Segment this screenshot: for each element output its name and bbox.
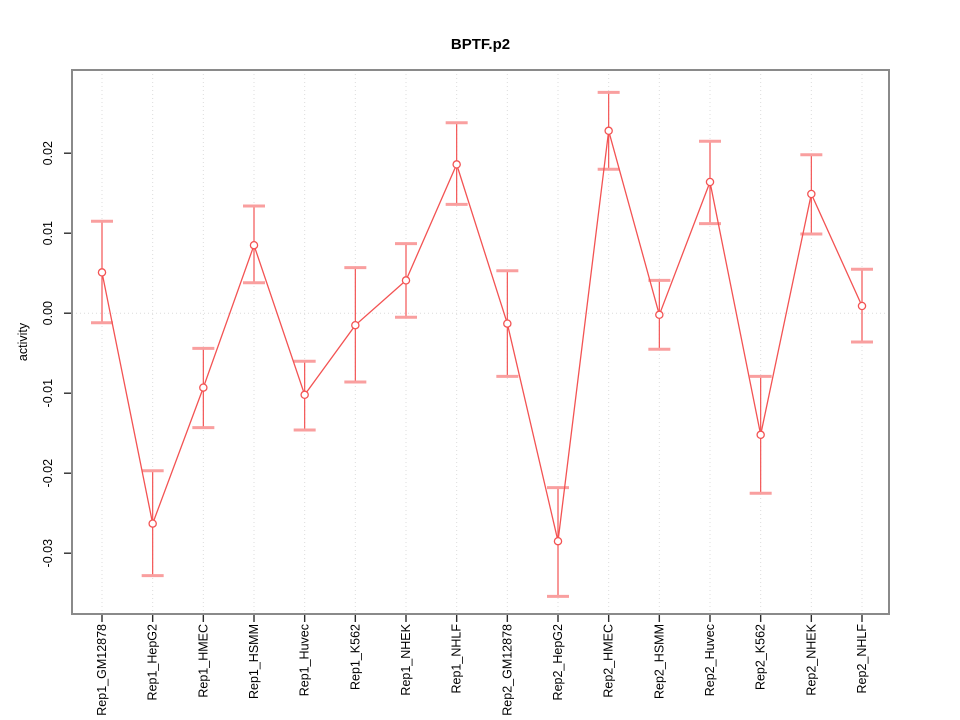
plot-frame xyxy=(71,69,890,615)
x-category-label: Rep1_HMEC xyxy=(196,624,210,698)
y-tick-label: -0.01 xyxy=(41,379,55,408)
data-point-marker xyxy=(705,177,715,187)
data-point-marker xyxy=(351,320,360,330)
x-category-label: Rep2_Huvec xyxy=(703,624,717,696)
x-tick-labels: Rep1_GM12878 Rep1_HepG2 Rep1_HMEC Rep1_HSMM… xyxy=(95,623,869,715)
chart-title: BPTF.p2 xyxy=(451,36,510,53)
data-point-marker xyxy=(249,240,259,250)
y-tick-label: 0.02 xyxy=(41,141,55,165)
y-tick-label: -0.03 xyxy=(41,539,55,568)
x-category-label: Rep2_NHEK xyxy=(804,623,818,695)
data-point-marker xyxy=(857,301,867,311)
x-category-label: Rep1_NHLF xyxy=(450,624,464,694)
data-point-marker xyxy=(655,310,664,320)
data-point-marker xyxy=(553,536,563,546)
data-point-marker xyxy=(452,160,461,169)
y-tick-label: 0.01 xyxy=(41,221,55,245)
gridlines xyxy=(72,70,889,614)
x-category-label: Rep1_NHEK xyxy=(399,623,413,695)
y-tick-labels: -0.03 -0.02 -0.01 0.00 0.01 0.02 xyxy=(41,141,55,567)
data-point-marker xyxy=(756,430,765,440)
x-category-label: Rep2_NHLF xyxy=(855,624,869,694)
data-point-marker xyxy=(807,189,816,199)
y-tick-label: -0.02 xyxy=(41,459,55,488)
x-category-label: Rep1_K562 xyxy=(348,624,362,690)
x-category-label: Rep2_K562 xyxy=(754,624,768,690)
x-category-label: Rep2_HSMM xyxy=(652,624,666,699)
series-markers xyxy=(97,126,867,546)
y-axis-title: activity xyxy=(16,322,30,361)
data-point-marker xyxy=(97,268,107,277)
data-point-marker xyxy=(300,390,309,400)
data-point-marker xyxy=(604,126,613,136)
x-category-label: Rep1_GM12878 xyxy=(95,624,109,716)
axis-ticks xyxy=(64,152,863,622)
x-category-label: Rep1_HepG2 xyxy=(146,624,160,700)
series-line xyxy=(101,130,863,542)
data-point-marker xyxy=(503,319,512,328)
data-point-marker xyxy=(401,276,411,285)
error-bars xyxy=(91,90,873,598)
data-point-marker xyxy=(199,383,208,392)
x-category-label: Rep1_Huvec xyxy=(298,624,312,696)
x-category-label: Rep2_HMEC xyxy=(602,624,616,698)
x-category-label: Rep2_GM12878 xyxy=(500,624,514,716)
y-tick-label: 0.00 xyxy=(41,301,55,325)
data-point-marker xyxy=(148,519,157,528)
x-category-label: Rep1_HSMM xyxy=(247,624,261,699)
x-category-label: Rep2_HepG2 xyxy=(551,624,565,700)
